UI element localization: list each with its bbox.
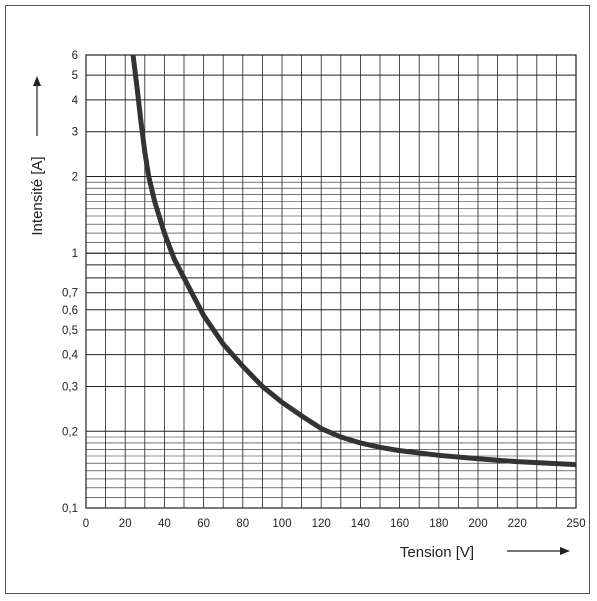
x-tick-label: 180 [429,518,448,530]
x-tick-label: 200 [468,518,487,530]
series-layer [130,54,577,468]
y-tick-label: 6 [72,50,78,62]
y-tick-label: 0,1 [62,503,78,515]
x-axis-label: Tension [V] [400,544,474,561]
x-tick-label: 40 [158,518,171,530]
y-tick-label: 4 [72,95,79,107]
y-tick-label: 0,3 [62,381,78,393]
x-tick-labels: 0 20 40 60 80 100 120 140 160 180 200 220 250 [83,518,586,530]
x-tick-label: 220 [508,518,527,530]
y-gridlines [86,54,576,509]
chart-frame [5,5,590,594]
y-axis-label: Intensité [A] [29,156,46,235]
y-tick-label: 0,2 [62,426,78,438]
x-tick-label: 140 [351,518,370,530]
y-tick-labels: 0,1 0,2 0,3 0,4 0,5 0,6 0,7 1 2 3 4 5 6 [62,50,79,515]
x-tick-label: 20 [119,518,132,530]
y-tick-label: 2 [72,172,78,184]
x-tick-label: 120 [312,518,331,530]
x-tick-label: 160 [390,518,409,530]
x-tick-label: 100 [272,518,291,530]
y-tick-label: 0,4 [62,350,79,362]
series-line-0 [130,54,577,468]
y-tick-label: 0,6 [62,305,78,317]
x-gridlines [85,55,577,508]
x-tick-label: 60 [197,518,210,530]
y-tick-label: 5 [72,70,78,82]
y-tick-label: 1 [72,248,78,260]
y-tick-label: 0,7 [62,288,78,300]
x-tick-label: 0 [83,518,89,530]
x-tick-label: 80 [236,518,249,530]
y-tick-label: 0,5 [62,325,78,337]
x-axis-arrow [507,547,570,555]
y-tick-label: 3 [72,127,78,139]
y-axis-arrow [33,76,41,136]
x-tick-label: 250 [566,518,585,530]
plot-border [85,54,577,509]
